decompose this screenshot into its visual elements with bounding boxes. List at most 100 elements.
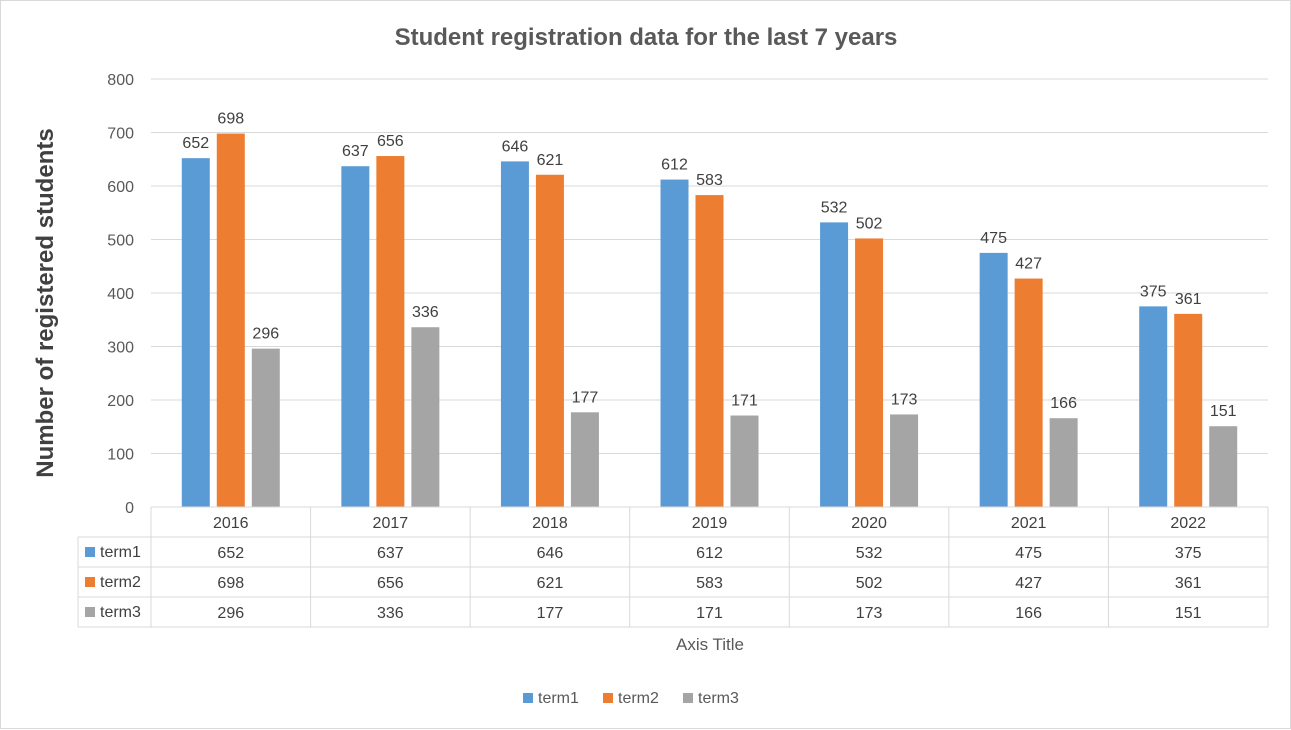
bar-term1-2022 [1139, 306, 1168, 507]
table-row-label-term1: term1 [100, 544, 141, 561]
bar-term2-2020 [855, 238, 884, 507]
bar-term1-2016 [181, 158, 210, 507]
table-cell-term2-2017: 656 [377, 575, 404, 592]
table-legend-key-term2 [85, 577, 95, 587]
bar-term3-2022 [1209, 426, 1238, 507]
y-tick-label-700: 700 [107, 126, 134, 143]
chart-title: Student registration data for the last 7… [395, 24, 898, 51]
bar-term1-2018 [500, 161, 529, 507]
x-tick-label-2019: 2019 [692, 515, 728, 532]
data-labels: 652 637 646 612 532 475 375 698 656 621 583 502 427 3… [182, 111, 1236, 421]
y-tick-label-300: 300 [107, 340, 134, 357]
legend-key-term1 [523, 693, 533, 703]
data-label-term2-2022: 361 [1175, 291, 1202, 308]
table-cell-term3-2020: 173 [856, 605, 883, 622]
bar-term3-2021 [1049, 418, 1078, 507]
data-label-term1-2016: 652 [182, 135, 209, 152]
legend-label-term3: term3 [698, 690, 739, 707]
legend-label-term2: term2 [618, 690, 659, 707]
table-cell-term1-2016: 652 [217, 545, 244, 562]
bar-term2-2017 [376, 156, 405, 508]
data-label-term3-2018: 177 [572, 389, 599, 406]
data-label-term2-2020: 502 [856, 215, 883, 232]
data-label-term2-2018: 621 [537, 152, 564, 169]
data-label-term1-2021: 475 [980, 230, 1007, 247]
table-cell-term2-2018: 621 [537, 575, 564, 592]
data-label-term3-2020: 173 [891, 391, 918, 408]
data-label-term2-2021: 427 [1015, 256, 1042, 273]
table-cell-term1-2021: 475 [1015, 545, 1042, 562]
y-axis-label: Number of registered students [32, 128, 59, 477]
bar-term3-2019 [730, 415, 759, 507]
data-label-term3-2019: 171 [731, 393, 758, 410]
data-label-term1-2019: 612 [661, 157, 688, 174]
bar-term1-2021 [979, 252, 1008, 507]
bar-term2-2022 [1174, 313, 1203, 507]
bar-term2-2016 [216, 133, 245, 507]
data-label-term1-2020: 532 [821, 199, 848, 216]
legend-label-term1: term1 [538, 690, 579, 707]
data-label-term3-2017: 336 [412, 304, 439, 321]
x-tick-label-2016: 2016 [213, 515, 249, 532]
y-tick-label-400: 400 [107, 286, 134, 303]
bar-term3-2016 [251, 348, 280, 507]
table-cell-term1-2018: 646 [537, 545, 564, 562]
table-cell-term1-2020: 532 [856, 545, 883, 562]
table-legend-key-term1 [85, 547, 95, 557]
data-label-term1-2017: 637 [342, 143, 369, 160]
bar-term3-2018 [570, 412, 599, 507]
data-label-term3-2022: 151 [1210, 403, 1237, 420]
data-label-term2-2016: 698 [217, 111, 244, 128]
bar-term2-2019 [695, 195, 724, 507]
table-cell-term2-2019: 583 [696, 575, 723, 592]
legend-key-term3 [683, 693, 693, 703]
table-cell-term3-2018: 177 [537, 605, 564, 622]
table-cell-term1-2019: 612 [696, 545, 723, 562]
data-table: 2016 2017 2018 2019 2020 2021 2022 term1 652 637 6… [77, 506, 1269, 628]
table-cell-term1-2022: 375 [1175, 545, 1202, 562]
data-label-term1-2022: 375 [1140, 283, 1167, 300]
x-tick-label-2022: 2022 [1170, 515, 1206, 532]
bar-term1-2020 [820, 222, 849, 507]
table-cell-term3-2022: 151 [1175, 605, 1202, 622]
y-tick-label-200: 200 [107, 393, 134, 410]
bar-term2-2018 [535, 174, 564, 507]
table-cell-term2-2020: 502 [856, 575, 883, 592]
y-tick-label-0: 0 [125, 500, 134, 517]
bars [181, 133, 1238, 508]
x-tick-label-2020: 2020 [851, 515, 887, 532]
data-label-term3-2016: 296 [252, 326, 279, 343]
y-tick-label-100: 100 [107, 447, 134, 464]
table-legend-key-term3 [85, 607, 95, 617]
data-label-term3-2021: 166 [1050, 395, 1077, 412]
data-label-term1-2018: 646 [502, 138, 529, 155]
bar-term1-2017 [341, 166, 370, 507]
table-cell-term3-2017: 336 [377, 605, 404, 622]
x-tick-label-2021: 2021 [1011, 515, 1047, 532]
bar-term1-2019 [660, 179, 689, 507]
table-row-label-term3: term3 [100, 604, 141, 621]
x-axis-label: Axis Title [676, 635, 744, 654]
bar-term3-2017 [411, 327, 440, 507]
table-cell-term3-2021: 166 [1015, 605, 1042, 622]
legend: term1 term2 term3 [523, 690, 739, 707]
y-tick-label-600: 600 [107, 179, 134, 196]
x-tick-label-2017: 2017 [373, 515, 409, 532]
data-label-term2-2019: 583 [696, 172, 723, 189]
table-row-label-term2: term2 [100, 574, 141, 591]
table-cell-term2-2021: 427 [1015, 575, 1042, 592]
table-cell-term3-2016: 296 [217, 605, 244, 622]
y-axis-ticks: 0 100 200 300 400 500 600 700 800 [107, 72, 134, 517]
bar-term3-2020 [890, 414, 919, 507]
x-tick-label-2018: 2018 [532, 515, 568, 532]
table-cell-term3-2019: 171 [696, 605, 723, 622]
table-cell-term1-2017: 637 [377, 545, 404, 562]
bar-term2-2021 [1014, 278, 1043, 507]
data-label-term2-2017: 656 [377, 133, 404, 150]
table-cell-term2-2016: 698 [217, 575, 244, 592]
y-tick-label-500: 500 [107, 233, 134, 250]
table-cell-term2-2022: 361 [1175, 575, 1202, 592]
legend-key-term2 [603, 693, 613, 703]
